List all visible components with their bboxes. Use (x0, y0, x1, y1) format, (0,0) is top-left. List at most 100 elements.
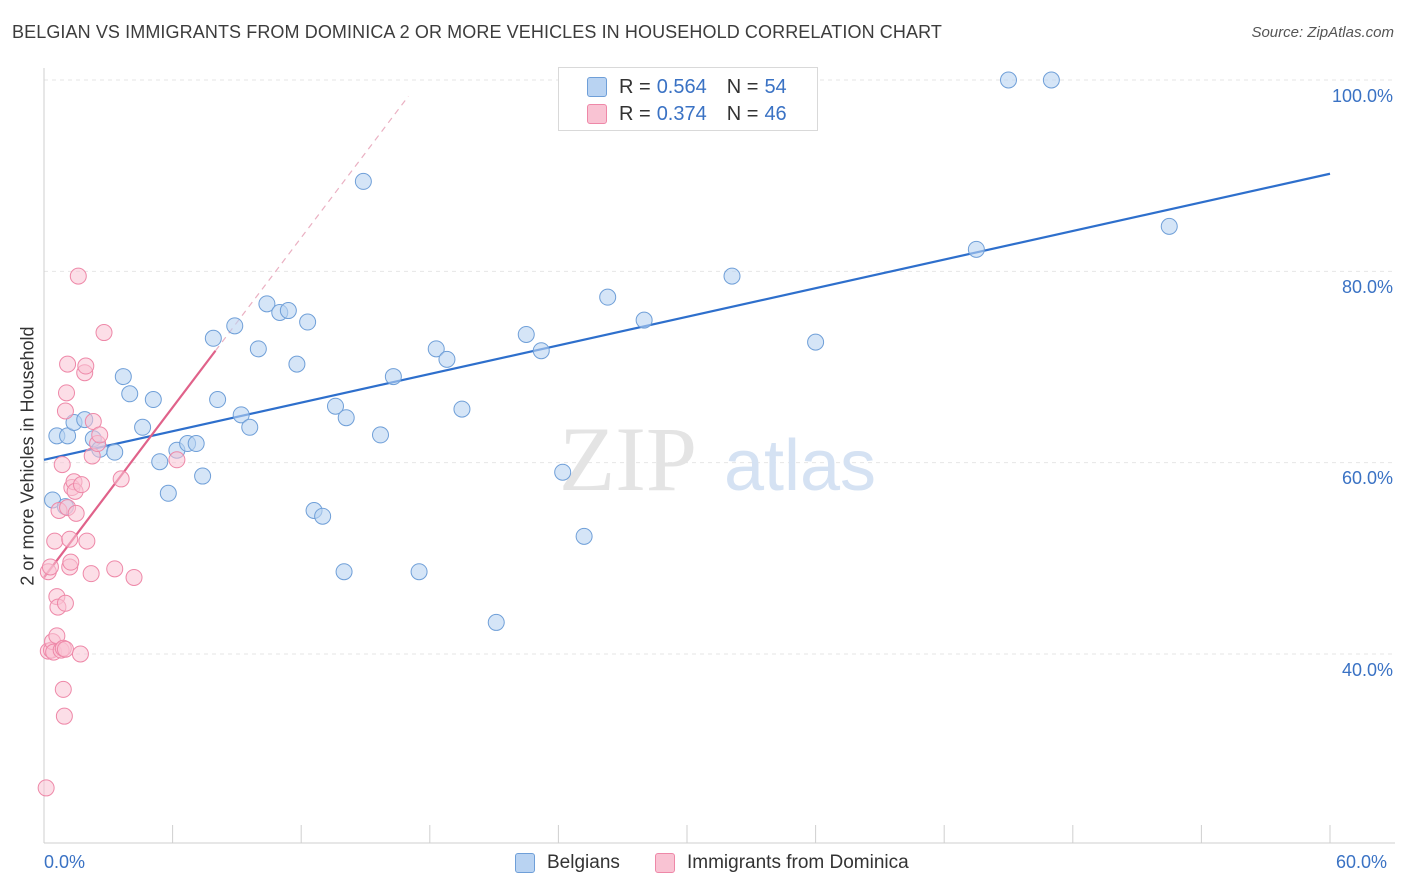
point-belgians (204, 329, 222, 347)
point-belgians (575, 527, 593, 545)
y-tick-40: 40.0% (1341, 660, 1393, 680)
point-dominica (112, 470, 130, 488)
point-belgians (487, 613, 505, 631)
point-dominica (58, 384, 76, 402)
point-dominica (71, 645, 89, 663)
legend-r-label: R = (619, 75, 651, 98)
point-belgians (354, 172, 372, 190)
trend-line-belgians (43, 172, 1331, 461)
point-dominica (37, 779, 55, 797)
legend-swatch-pink (587, 104, 607, 124)
point-dominica (59, 355, 77, 373)
legend-swatch-blue (587, 77, 607, 97)
point-belgians (241, 418, 259, 436)
point-dominica (55, 707, 73, 725)
watermark-zip: ZIP (559, 408, 697, 510)
stats-legend: R = 0.564 N = 54 R = 0.374 N = 46 (558, 67, 818, 131)
point-belgians (1000, 71, 1017, 89)
x-tick-max: 60.0% (1336, 852, 1388, 872)
axis-layer (43, 68, 1395, 844)
point-dominica (77, 357, 95, 375)
point-belgians (249, 340, 267, 358)
grid-layer (44, 79, 1395, 655)
point-belgians (372, 426, 390, 444)
point-belgians (151, 453, 169, 471)
legend-row-belgians: R = 0.564 N = 54 (587, 75, 787, 99)
point-dominica (82, 565, 100, 583)
y-tick-80: 80.0% (1341, 277, 1393, 297)
point-belgians (159, 484, 177, 502)
point-belgians (1160, 217, 1178, 235)
legend-item-belgians: Belgians (515, 852, 620, 874)
source-label: Source: ZipAtlas.com (1251, 24, 1394, 41)
point-dominica (41, 558, 59, 576)
point-belgians (314, 507, 332, 525)
point-dominica (78, 532, 96, 550)
point-dominica (69, 267, 87, 285)
point-belgians (335, 563, 353, 581)
point-dominica (67, 504, 85, 522)
watermark: ZIP atlas (559, 408, 876, 510)
point-dominica (46, 532, 64, 550)
watermark-atlas: atlas (724, 426, 876, 506)
point-belgians (337, 409, 355, 427)
point-belgians (299, 313, 317, 331)
point-dominica (168, 451, 186, 469)
point-belgians (384, 368, 402, 386)
point-belgians (967, 240, 985, 258)
chart-title: BELGIAN VS IMMIGRANTS FROM DOMINICA 2 OR… (12, 22, 942, 42)
legend-r-label: R = (619, 102, 651, 125)
point-belgians (144, 391, 162, 409)
point-belgians (1042, 71, 1060, 89)
point-belgians (232, 406, 250, 424)
point-belgians (209, 391, 227, 409)
point-belgians (106, 443, 124, 461)
point-belgians (134, 418, 152, 436)
y-axis-label: 2 or more Vehicles in Household (17, 326, 38, 586)
point-belgians (326, 397, 344, 415)
point-belgians (410, 563, 428, 581)
point-belgians (288, 355, 306, 373)
point-belgians (599, 288, 617, 306)
x-tick-min: 0.0% (44, 852, 86, 872)
legend-n-value: 54 (764, 75, 787, 98)
point-dominica (91, 426, 109, 444)
point-belgians (807, 333, 825, 351)
point-dominica (125, 568, 143, 586)
legend-swatch-blue (515, 853, 535, 873)
legend-n-label: N = (726, 75, 759, 98)
y-tick-60: 60.0% (1341, 468, 1393, 488)
point-dominica (54, 680, 72, 698)
legend-item-dominica: Immigrants from Dominica (655, 852, 909, 874)
point-dominica (56, 402, 74, 420)
point-dominica (53, 456, 71, 474)
point-belgians (226, 317, 244, 335)
legend-row-dominica: R = 0.374 N = 46 (587, 102, 787, 126)
point-belgians (554, 463, 572, 481)
point-dominica (62, 553, 80, 571)
legend-label-belgians: Belgians (547, 852, 620, 873)
point-belgians (453, 400, 471, 418)
legend-label-dominica: Immigrants from Dominica (687, 852, 909, 873)
point-dominica (95, 324, 113, 342)
point-belgians (438, 350, 456, 368)
point-belgians (258, 295, 276, 313)
point-dominica (56, 594, 74, 612)
point-belgians (723, 267, 741, 285)
point-belgians (187, 435, 205, 453)
point-dominica (73, 476, 91, 494)
y-tick-100: 100.0% (1331, 86, 1393, 106)
trend-line-dominica-extension (214, 95, 409, 352)
point-dominica (106, 560, 124, 578)
point-belgians (517, 325, 535, 343)
point-belgians (121, 385, 139, 403)
point-belgians (427, 340, 445, 358)
point-belgians (114, 368, 132, 386)
point-belgians (194, 467, 212, 485)
point-dominica (56, 640, 74, 658)
point-belgians (532, 342, 550, 360)
legend-r-value: 0.374 (656, 102, 707, 125)
points-layer (37, 71, 1178, 797)
legend-n-value: 46 (764, 102, 787, 125)
